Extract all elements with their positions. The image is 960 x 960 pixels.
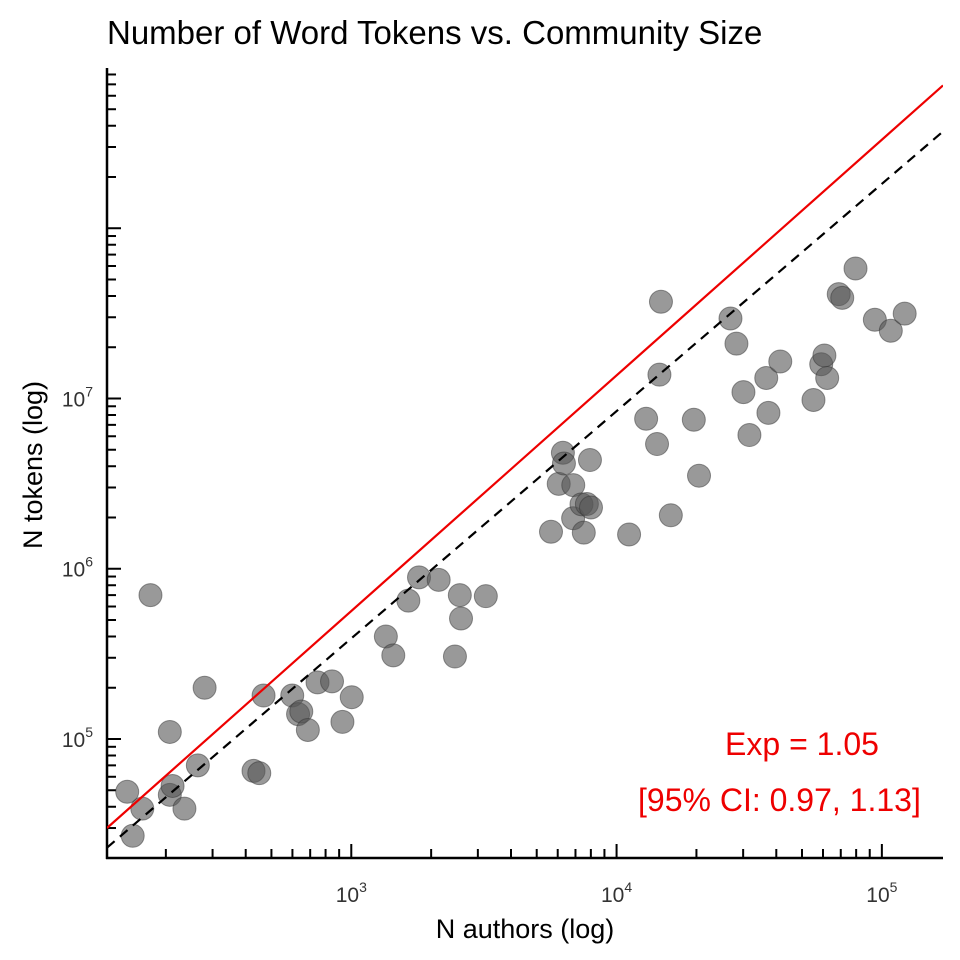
data-points <box>115 256 917 848</box>
data-point <box>138 583 163 608</box>
data-point <box>754 365 779 390</box>
fit-lines <box>107 84 943 849</box>
data-point <box>687 463 712 488</box>
data-point <box>320 669 345 694</box>
data-point <box>447 583 472 608</box>
data-point <box>658 503 683 528</box>
data-point <box>157 719 182 744</box>
data-point <box>473 584 498 609</box>
data-point <box>442 644 467 669</box>
data-point <box>634 406 659 431</box>
data-point <box>120 823 145 848</box>
data-point <box>449 606 474 631</box>
data-point <box>185 753 210 778</box>
data-point <box>756 400 781 425</box>
data-point <box>295 717 320 742</box>
data-point <box>192 675 217 700</box>
data-point <box>801 387 826 412</box>
data-point <box>577 448 602 473</box>
y-axis-label: N tokens (log) <box>18 381 48 549</box>
data-point <box>768 349 793 374</box>
exponent-annotation: Exp = 1.05 <box>725 726 879 762</box>
x-axis-label: N authors (log) <box>436 914 615 944</box>
data-point <box>396 588 421 613</box>
reference-line <box>107 130 943 849</box>
tick-labels: 103 104 105 105 106 107 <box>62 383 898 907</box>
data-point <box>538 519 563 544</box>
data-point <box>892 301 917 326</box>
y-tick-label: 106 <box>62 554 93 582</box>
chart-title: Number of Word Tokens vs. Community Size <box>107 14 762 51</box>
data-point <box>812 343 837 368</box>
y-tick-label: 105 <box>62 724 93 752</box>
data-point <box>878 318 903 343</box>
data-point <box>724 331 749 356</box>
data-point <box>843 256 868 281</box>
data-point <box>648 289 673 314</box>
data-point <box>815 365 840 390</box>
data-point <box>330 709 355 734</box>
data-point <box>737 423 762 448</box>
data-point <box>571 520 596 545</box>
axis-ticks <box>107 73 883 859</box>
data-point <box>718 306 743 331</box>
data-point <box>426 567 451 592</box>
data-point <box>617 522 642 547</box>
data-point <box>339 685 364 710</box>
confidence-interval-annotation: [95% CI: 0.97, 1.13] <box>638 782 921 818</box>
data-point <box>551 451 576 476</box>
data-point <box>247 761 272 786</box>
data-point <box>830 285 855 310</box>
data-point <box>681 407 706 432</box>
data-point <box>160 773 185 798</box>
x-tick-label: 105 <box>866 879 897 907</box>
data-point <box>115 779 140 804</box>
data-point <box>251 683 276 708</box>
data-point <box>645 432 670 457</box>
x-tick-label: 104 <box>601 879 632 907</box>
data-point <box>172 796 197 821</box>
data-point <box>578 495 603 520</box>
y-tick-label: 107 <box>62 383 93 411</box>
x-tick-label: 103 <box>336 879 367 907</box>
fit-line <box>107 84 943 829</box>
data-point <box>130 796 155 821</box>
data-point <box>731 380 756 405</box>
data-point <box>381 643 406 668</box>
